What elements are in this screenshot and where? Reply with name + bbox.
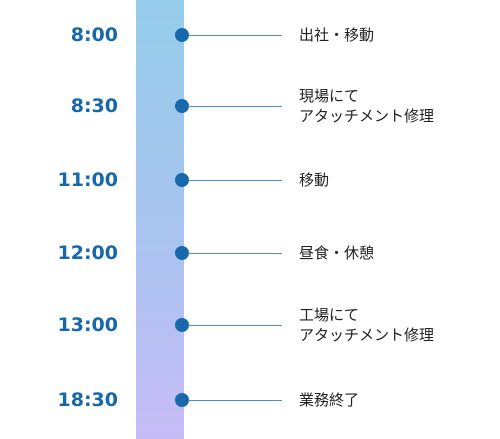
activity-text: アタッチメント修理 — [299, 107, 435, 125]
time-label: 8:00 — [70, 24, 118, 46]
activity-text: アタッチメント修理 — [299, 326, 435, 344]
connector-line — [188, 400, 282, 401]
timeline-dot — [175, 173, 189, 187]
activity-description: 出社・移動 — [299, 25, 374, 45]
activity-text: 出社・移動 — [299, 26, 375, 44]
activity-description: 移動 — [299, 170, 329, 190]
activity-text: 昼食・休憩 — [299, 244, 375, 262]
activity-description: 業務終了 — [299, 390, 359, 410]
connector-line — [188, 106, 282, 107]
timeline-dot — [175, 318, 189, 332]
activity-description: 現場にて アタッチメント修理 — [299, 86, 434, 126]
connector-line — [188, 253, 282, 254]
time-label: 11:00 — [57, 169, 118, 191]
activity-text: 業務終了 — [299, 391, 360, 409]
activity-description: 工場にて アタッチメント修理 — [299, 305, 434, 345]
time-label: 13:00 — [57, 314, 118, 336]
connector-line — [188, 325, 282, 326]
timeline-bar — [136, 0, 184, 439]
connector-line — [188, 180, 282, 181]
connector-line — [188, 35, 282, 36]
timeline-dot — [175, 393, 189, 407]
time-label: 8:30 — [70, 95, 118, 117]
activity-description: 昼食・休憩 — [299, 243, 374, 263]
timeline-dot — [175, 28, 189, 42]
activity-text: 移動 — [299, 171, 330, 189]
timeline-dot — [175, 99, 189, 113]
activity-text: 工場にて — [299, 306, 360, 324]
timeline-dot — [175, 246, 189, 260]
time-label: 18:30 — [57, 389, 118, 411]
time-label: 12:00 — [57, 242, 118, 264]
activity-text: 現場にて — [299, 87, 360, 105]
